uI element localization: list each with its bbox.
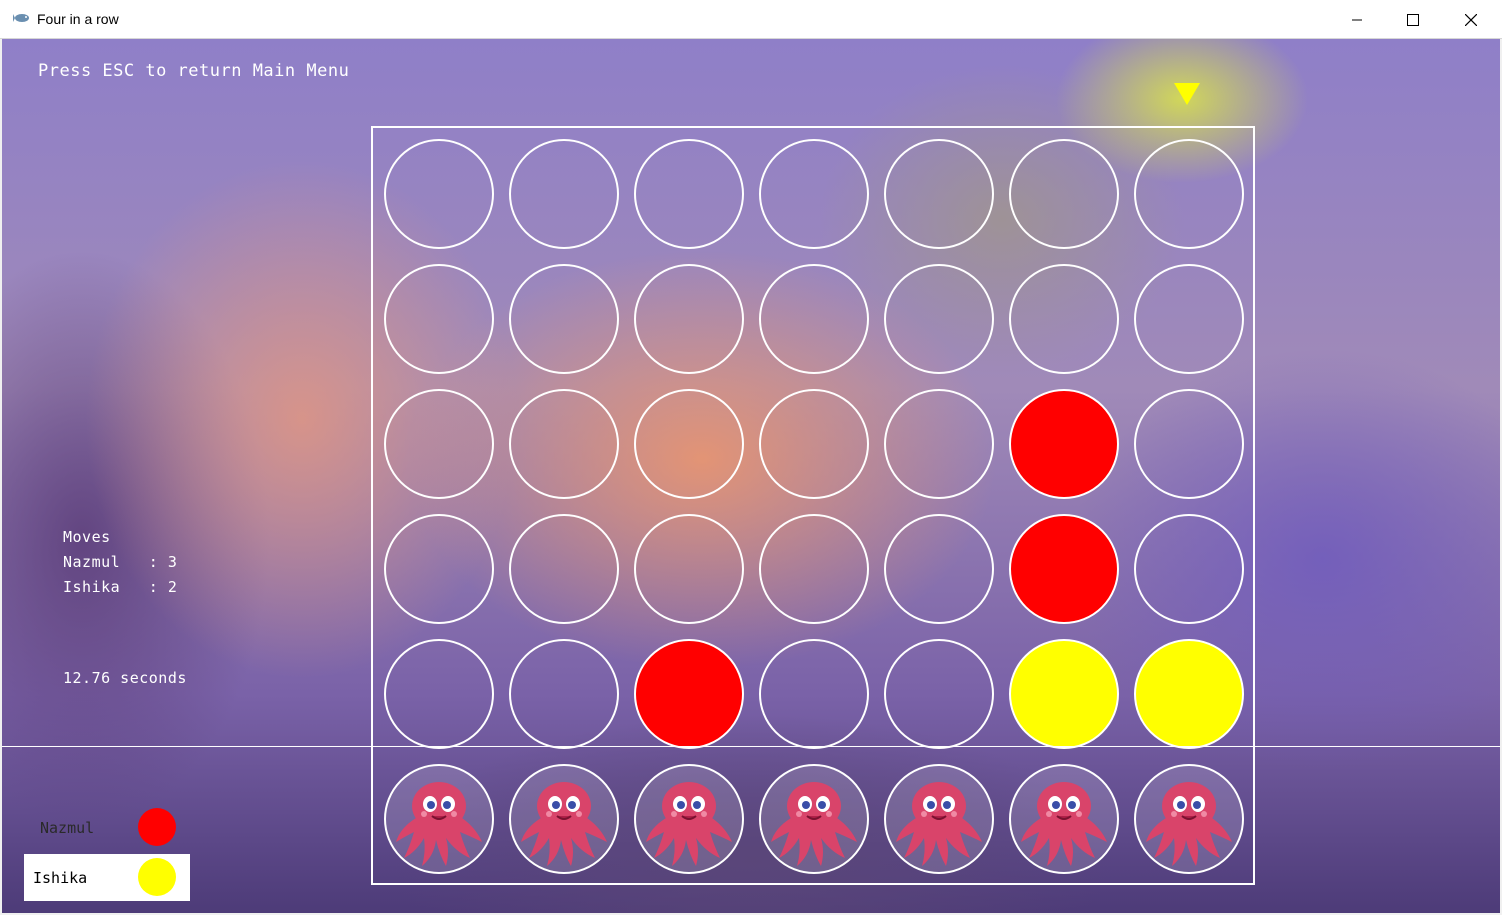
empty-slot[interactable] xyxy=(634,514,744,624)
moves-player-name: Ishika xyxy=(63,578,121,596)
close-button[interactable] xyxy=(1442,0,1500,39)
esc-hint: Press ESC to return Main Menu xyxy=(38,61,350,81)
fish-icon xyxy=(13,14,29,22)
red-disc[interactable] xyxy=(1009,389,1119,499)
column-drop-button[interactable] xyxy=(1009,764,1119,874)
empty-slot[interactable] xyxy=(634,139,744,249)
maximize-button[interactable] xyxy=(1384,0,1442,39)
column-drop-button[interactable] xyxy=(634,764,744,874)
empty-slot[interactable] xyxy=(509,264,619,374)
empty-slot[interactable] xyxy=(884,639,994,749)
empty-slot[interactable] xyxy=(884,264,994,374)
yellow-disc[interactable] xyxy=(1134,639,1244,749)
moves-player-name: Nazmul xyxy=(63,553,121,571)
empty-slot[interactable] xyxy=(1134,139,1244,249)
game-scene: Press ESC to return Main Menu Moves Nazmu… xyxy=(2,39,1500,913)
octopus-icon xyxy=(396,782,482,866)
minimize-icon xyxy=(1352,19,1362,20)
column-drop-button[interactable] xyxy=(509,764,619,874)
empty-slot[interactable] xyxy=(759,639,869,749)
empty-slot[interactable] xyxy=(509,639,619,749)
moves-count: 3 xyxy=(167,553,178,571)
empty-slot[interactable] xyxy=(384,639,494,749)
player2-label: Ishika xyxy=(33,869,88,887)
game-board[interactable] xyxy=(371,126,1255,885)
empty-slot[interactable] xyxy=(509,389,619,499)
close-icon xyxy=(1465,13,1477,26)
empty-slot[interactable] xyxy=(884,389,994,499)
empty-slot[interactable] xyxy=(509,514,619,624)
minimize-button[interactable] xyxy=(1328,0,1386,39)
moves-count: 2 xyxy=(167,578,178,596)
game-timer: 12.76 seconds xyxy=(63,669,187,687)
player2-active-panel: Ishika xyxy=(24,854,190,901)
window-title: Four in a row xyxy=(37,11,119,27)
moves-heading: Moves xyxy=(63,528,111,546)
empty-slot[interactable] xyxy=(384,514,494,624)
player1-disc xyxy=(138,808,176,846)
empty-slot[interactable] xyxy=(884,139,994,249)
octopus-icon xyxy=(896,782,982,866)
octopus-icon xyxy=(771,782,857,866)
drop-indicator-icon xyxy=(1174,83,1200,105)
empty-slot[interactable] xyxy=(759,514,869,624)
column-drop-button[interactable] xyxy=(884,764,994,874)
empty-slot[interactable] xyxy=(509,139,619,249)
empty-slot[interactable] xyxy=(384,389,494,499)
empty-slot[interactable] xyxy=(1134,514,1244,624)
empty-slot[interactable] xyxy=(1009,139,1119,249)
column-drop-button[interactable] xyxy=(384,764,494,874)
red-disc[interactable] xyxy=(634,639,744,749)
empty-slot[interactable] xyxy=(1134,264,1244,374)
player2-disc xyxy=(138,858,176,896)
moves-row-player2: Ishika : 2 xyxy=(63,578,178,596)
empty-slot[interactable] xyxy=(384,139,494,249)
octopus-icon xyxy=(1021,782,1107,866)
column-drop-button[interactable] xyxy=(1134,764,1244,874)
maximize-icon xyxy=(1407,13,1419,26)
empty-slot[interactable] xyxy=(1009,264,1119,374)
empty-slot[interactable] xyxy=(759,264,869,374)
column-drop-button[interactable] xyxy=(759,764,869,874)
moves-panel: Moves Nazmul : 3 Ishika : 2 xyxy=(63,525,177,600)
octopus-icon xyxy=(646,782,732,866)
empty-slot[interactable] xyxy=(1134,389,1244,499)
empty-slot[interactable] xyxy=(384,264,494,374)
empty-slot[interactable] xyxy=(759,139,869,249)
empty-slot[interactable] xyxy=(759,389,869,499)
divider-line xyxy=(2,746,1500,747)
empty-slot[interactable] xyxy=(634,264,744,374)
player1-label: Nazmul xyxy=(40,819,95,837)
empty-slot[interactable] xyxy=(884,514,994,624)
red-disc[interactable] xyxy=(1009,514,1119,624)
empty-slot[interactable] xyxy=(634,389,744,499)
moves-row-player1: Nazmul : 3 xyxy=(63,553,178,571)
title-bar: Four in a row xyxy=(0,0,1502,39)
octopus-icon xyxy=(1146,782,1232,866)
octopus-icon xyxy=(521,782,607,866)
yellow-disc[interactable] xyxy=(1009,639,1119,749)
